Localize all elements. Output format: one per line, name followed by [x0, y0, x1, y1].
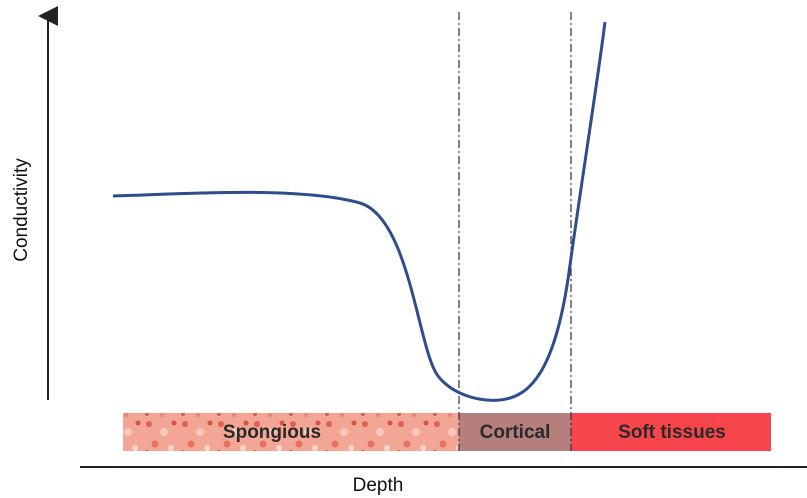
region-label: Spongious	[223, 422, 321, 443]
conductivity-curve	[112, 21, 607, 402]
cortical-band	[459, 413, 571, 451]
x-axis-label: Depth	[353, 475, 404, 496]
soft-tissue-band	[571, 413, 771, 451]
spongious-band	[123, 413, 459, 451]
y-axis-label: Conductivity	[11, 158, 32, 262]
region-label: Cortical	[480, 422, 551, 443]
region-label: Soft tissues	[618, 422, 726, 443]
